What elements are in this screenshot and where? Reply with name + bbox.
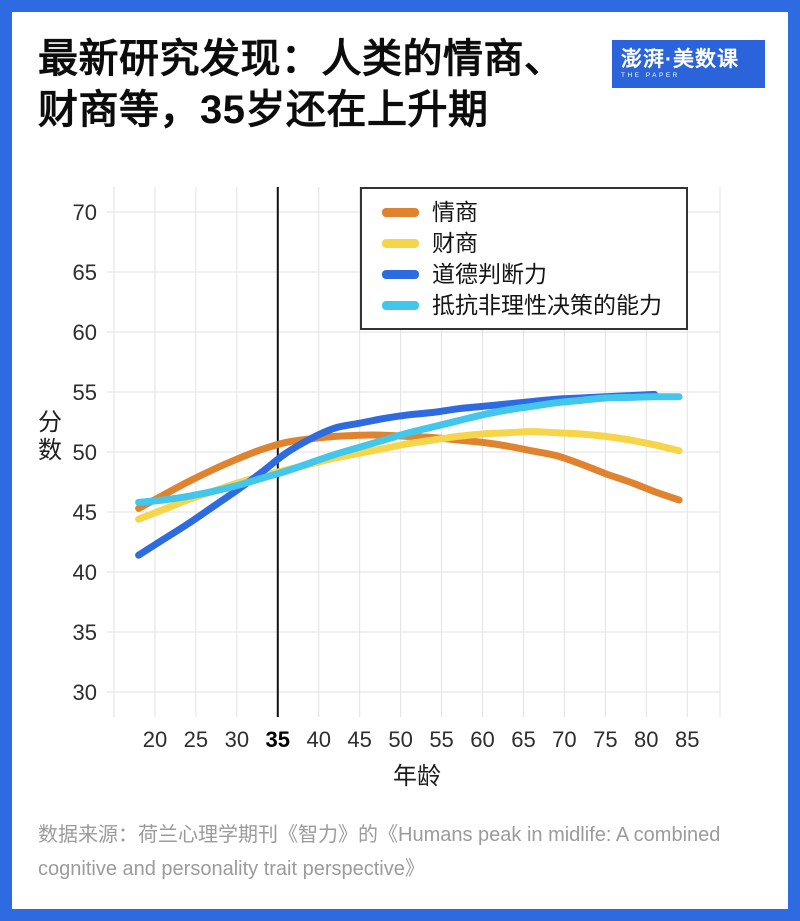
x-tick-label: 45 <box>347 727 371 752</box>
y-axis-label: 分数 <box>38 409 62 464</box>
x-axis-label: 年龄 <box>393 763 441 790</box>
legend-item-fq: 财商 <box>382 231 686 255</box>
y-tick-label: 65 <box>73 260 97 285</box>
y-tick-label: 45 <box>73 500 97 525</box>
legend-item-eq: 情商 <box>382 200 686 224</box>
x-tick-label: 75 <box>593 727 617 752</box>
x-tick-label: 55 <box>429 727 453 752</box>
x-tick-label: 85 <box>675 727 699 752</box>
legend-label-fq: 财商 <box>432 230 478 256</box>
x-tick-label: 70 <box>552 727 576 752</box>
x-tick-label: 60 <box>470 727 494 752</box>
x-tick-label: 40 <box>306 727 330 752</box>
chart-legend: 情商 财商 道德判断力 抵抗非理性决策的能力 <box>360 187 688 330</box>
legend-label-moral-judgment: 道德判断力 <box>432 261 547 287</box>
source-note: 数据来源：荷兰心理学期刊《智力》的《Humans peak in midlife… <box>38 818 762 886</box>
y-tick-label: 30 <box>73 680 97 705</box>
legend-swatch-fq <box>382 238 419 248</box>
legend-label-irrational-resistance: 抵抗非理性决策的能力 <box>432 292 662 318</box>
legend-item-moral-judgment: 道德判断力 <box>382 262 686 286</box>
x-tick-label: 25 <box>184 727 208 752</box>
x-tick-label: 35 <box>266 727 290 752</box>
page-title: 最新研究发现：人类的情商、 财商等，35岁还在上升期 <box>38 34 598 136</box>
y-tick-label: 35 <box>73 620 97 645</box>
title-line-1: 最新研究发现：人类的情商、 <box>38 37 565 81</box>
x-tick-label: 65 <box>511 727 535 752</box>
paper-logo: 澎湃·美数课 THE PAPER <box>612 40 765 88</box>
x-tick-label: 30 <box>225 727 249 752</box>
series-line-3 <box>135 393 683 506</box>
series-line-2 <box>135 390 658 559</box>
legend-label-eq: 情商 <box>432 199 478 225</box>
axis-tick-labels: 30 35 40 45 50 55 60 65 70 20 25 30 35 40 45 50 55 60 65 70… <box>73 200 700 752</box>
source-line-2: cognitive and personality trait perspect… <box>38 858 425 880</box>
source-line-1: 数据来源：荷兰心理学期刊《智力》的《Humans peak in midlife… <box>38 824 721 846</box>
x-tick-label: 50 <box>388 727 412 752</box>
y-tick-label: 55 <box>73 380 97 405</box>
logo-subtext: THE PAPER <box>621 71 680 79</box>
y-tick-label: 70 <box>73 200 97 225</box>
y-tick-label: 60 <box>73 320 97 345</box>
x-tick-label: 80 <box>634 727 658 752</box>
y-tick-label: 50 <box>73 440 97 465</box>
y-tick-label: 40 <box>73 560 97 585</box>
page-background <box>12 12 788 909</box>
title-line-2: 财商等，35岁还在上升期 <box>38 88 489 132</box>
x-tick-label: 20 <box>143 727 167 752</box>
legend-swatch-moral-judgment <box>382 269 419 279</box>
legend-swatch-irrational-resistance <box>382 300 419 310</box>
legend-swatch-eq <box>382 207 419 217</box>
logo-text: 澎湃·美数课 <box>621 47 739 71</box>
legend-item-irrational-resistance: 抵抗非理性决策的能力 <box>382 293 686 317</box>
